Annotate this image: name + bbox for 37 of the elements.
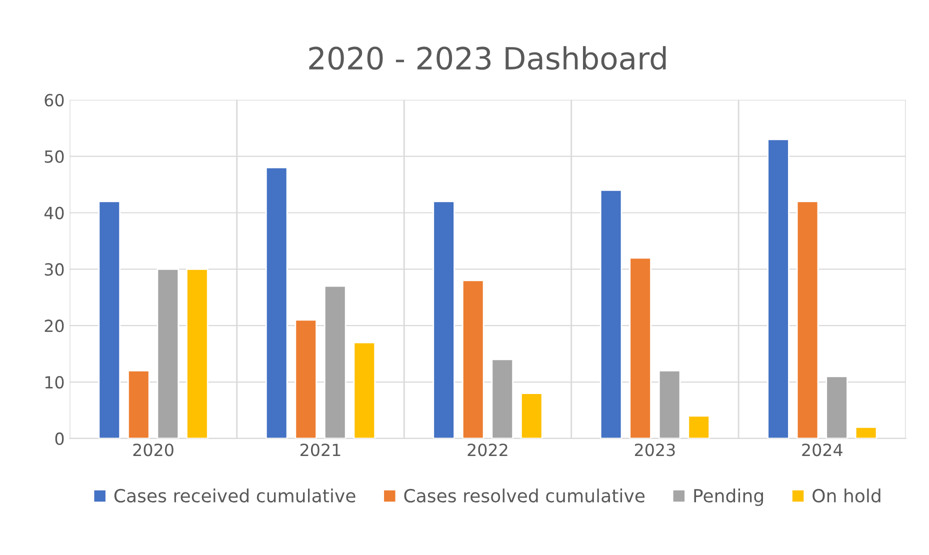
legend-label: Pending (694, 488, 763, 506)
bar (658, 370, 681, 438)
y-tick-label: 50 (44, 150, 64, 163)
bar (294, 319, 318, 438)
legend-label: Cases resolved cumulative (404, 488, 645, 503)
bar (854, 426, 878, 438)
legend-label: On hold (812, 488, 880, 503)
y-tick-label: 0 (55, 432, 64, 446)
bar (265, 166, 288, 438)
y-tick-label: 40 (44, 206, 64, 220)
bar (600, 189, 622, 438)
bar (688, 415, 710, 438)
x-tick-label: 2024 (802, 444, 842, 456)
x-tick-label: 2020 (133, 444, 174, 456)
bar (128, 370, 150, 438)
y-tick-label: 60 (44, 94, 64, 106)
chart-title: 2020 - 2023 Dashboard (309, 46, 666, 70)
bar (796, 200, 819, 438)
bar (324, 285, 346, 438)
bar (98, 200, 121, 438)
bar (491, 358, 514, 438)
bar (156, 268, 180, 438)
legend-label: Cases received cumulative (114, 488, 356, 503)
bar (462, 280, 484, 438)
bar (520, 392, 543, 438)
x-tick-label: 2021 (300, 444, 340, 456)
y-tick-label: 20 (44, 320, 64, 332)
bar (767, 138, 790, 438)
bar (826, 376, 848, 438)
bar (186, 268, 208, 438)
bar (432, 200, 455, 438)
bar (353, 342, 376, 438)
x-tick-label: 2023 (634, 444, 675, 456)
y-tick-label: 10 (45, 376, 64, 389)
y-tick-label: 30 (44, 263, 64, 276)
x-tick-label: 2022 (468, 444, 508, 456)
bar (629, 257, 652, 438)
